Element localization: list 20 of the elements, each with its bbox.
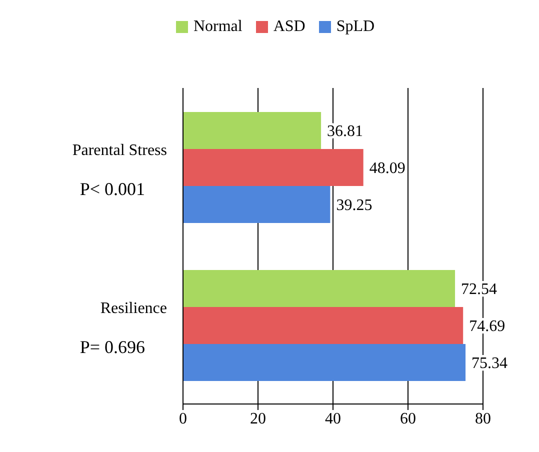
y-tick-label: Resilience — [100, 300, 167, 317]
text: P< 0.001 — [80, 179, 145, 199]
bar — [183, 149, 364, 186]
legend-label: ASD — [272, 18, 306, 36]
text: P= 0.696 — [80, 337, 145, 357]
x-tick-label: 40 — [325, 410, 341, 428]
data-label: 39.25 — [336, 197, 372, 214]
bar — [183, 186, 330, 223]
x-tick-label: 20 — [250, 410, 266, 428]
x-tick-label: 80 — [475, 410, 491, 428]
bar — [183, 307, 464, 344]
y-tick-label: Parental Stress — [72, 142, 167, 159]
bar — [183, 270, 456, 307]
x-tick-label: 0 — [179, 410, 187, 428]
bar — [183, 344, 466, 381]
legend-label: SpLD — [335, 18, 375, 36]
legend-label: Normal — [192, 18, 242, 36]
bar — [183, 112, 322, 149]
data-label: 48.09 — [369, 160, 406, 178]
x-tick-label: 60 — [400, 410, 416, 428]
